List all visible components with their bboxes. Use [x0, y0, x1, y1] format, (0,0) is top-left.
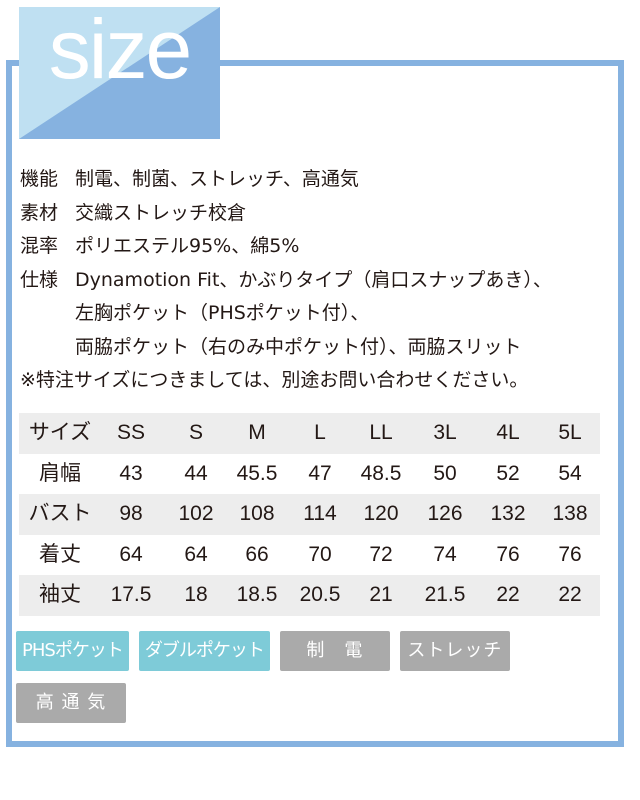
spec-value: 制電、制菌、ストレッチ、高通気 [75, 168, 359, 190]
spec-line-material: 素材 交織ストレッチ校倉 [20, 197, 552, 231]
spec-continuation: 左胸ポケット（PHSポケット付）、 [75, 302, 370, 324]
page-title: size [48, 7, 192, 96]
table-cell: 50 [433, 461, 457, 485]
feature-tag: 制 電 [279, 631, 390, 671]
table-cell: 4L [496, 421, 520, 444]
table-cell: 108 [239, 502, 275, 525]
table-cell: 21.5 [424, 583, 466, 606]
row-label: 肩幅 [39, 461, 81, 485]
table-cell: 52 [496, 461, 520, 485]
table-cell: 47 [308, 461, 332, 485]
table-cell: 64 [184, 542, 208, 566]
table-cell: 126 [427, 502, 463, 525]
table-cell: 76 [558, 542, 582, 566]
table-cell: 18 [184, 583, 208, 606]
spec-key: 仕様 [20, 268, 59, 291]
table-header-row: サイズ SS S M L LL 3L 4L 5L [19, 413, 600, 454]
table-cell: 22 [496, 583, 520, 606]
table-cell: 74 [433, 542, 457, 566]
table-cell: 44 [184, 461, 208, 485]
table-cell: SS [116, 421, 146, 444]
feature-tag: ストレッチ [399, 631, 510, 671]
table-cell: 102 [178, 502, 214, 525]
table-cell: 66 [245, 542, 269, 566]
row-label: 着丈 [39, 542, 81, 566]
table-cell: 5L [558, 421, 582, 444]
table-cell: 17.5 [110, 583, 152, 606]
row-label: サイズ [28, 421, 92, 444]
table-cell: 43 [119, 461, 143, 485]
table-row: バスト 98 102 108 114 120 126 132 138 [19, 494, 600, 535]
spec-value: Dynamotion Fit、かぶりタイプ（肩口スナップあき）、 [75, 268, 552, 291]
table-cell: 98 [119, 502, 143, 525]
table-cell: 76 [496, 542, 520, 566]
table-cell: 3L [433, 421, 457, 444]
table-cell: 70 [308, 542, 332, 566]
table-cell: M [248, 421, 266, 444]
table-cell: 72 [369, 542, 393, 566]
feature-tag: 高 通 気 [16, 683, 126, 723]
row-label: バスト [28, 502, 92, 525]
table-cell: 48.5 [360, 461, 402, 485]
table-cell: L [314, 421, 326, 444]
spec-key: 機能 [20, 168, 59, 190]
spec-section: 機能 制電、制菌、ストレッチ、高通気 素材 交織ストレッチ校倉 混率 ポリエステル95… [20, 163, 552, 398]
table-cell: 132 [490, 502, 526, 525]
spec-value: ポリエステル95%、綿5% [75, 235, 300, 257]
table-cell: 20.5 [299, 583, 341, 606]
spec-line-blend: 混率 ポリエステル95%、綿5% [20, 230, 552, 264]
feature-tag: PHSポケット [16, 631, 129, 671]
table-cell: 120 [363, 502, 399, 525]
table-cell: S [188, 421, 204, 444]
table-cell: 22 [558, 583, 582, 606]
table-cell: 64 [119, 542, 143, 566]
spec-line-function: 機能 制電、制菌、ストレッチ、高通気 [20, 163, 552, 197]
table-cell: 18.5 [236, 583, 278, 606]
table-cell: 138 [552, 502, 588, 525]
row-label: 袖丈 [39, 583, 81, 606]
feature-tags: PHSポケット ダブルポケット制 電ストレッチ高 通 気 [16, 631, 606, 723]
table-cell: LL [369, 421, 393, 444]
feature-tag: ダブルポケット [138, 631, 270, 671]
size-table: サイズ SS S M L LL 3L 4L 5L 肩幅 43 44 45.5 47 48.5 50 52 54 バス… [19, 413, 600, 616]
table-row: 肩幅 43 44 45.5 47 48.5 50 52 54 [19, 454, 600, 495]
spec-note: ※特注サイズにつきましては、別途お問い合わせください。 [20, 369, 529, 391]
table-row: 袖丈 17.5 18 18.5 20.5 21 21.5 22 22 [19, 575, 600, 616]
table-row: 着丈 64 64 66 70 72 74 76 76 [19, 535, 600, 576]
size-title-badge: size [19, 7, 220, 139]
title-background [19, 7, 220, 139]
spec-key: 混率 [20, 235, 59, 257]
spec-continuation: 両脇ポケット（右のみ中ポケット付）、両脇スリット [75, 335, 522, 358]
spec-value: 交織ストレッチ校倉 [75, 201, 247, 224]
spec-line-features: 仕様 Dynamotion Fit、かぶりタイプ（肩口スナップあき）、 [20, 264, 552, 298]
table-cell: 21 [369, 583, 393, 606]
table-cell: 45.5 [236, 461, 278, 485]
table-cell: 54 [558, 461, 582, 485]
spec-key: 素材 [20, 201, 59, 224]
table-cell: 114 [303, 502, 337, 525]
